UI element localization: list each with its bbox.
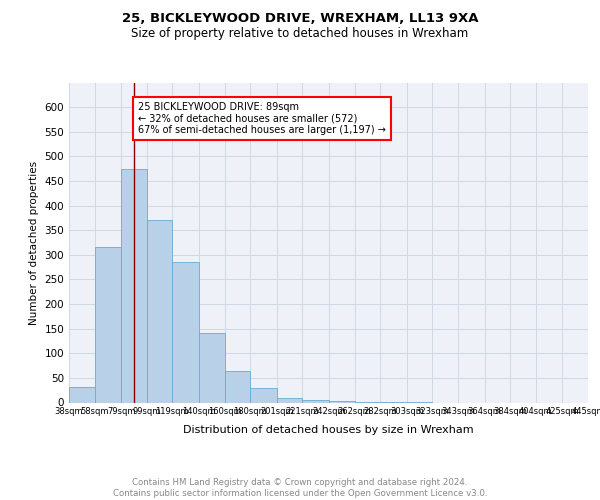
Bar	[302, 400, 329, 402]
Bar	[95, 247, 121, 402]
Bar	[224, 370, 250, 402]
Bar	[69, 386, 95, 402]
Bar	[121, 169, 147, 402]
X-axis label: Distribution of detached houses by size in Wrexham: Distribution of detached houses by size …	[183, 424, 474, 434]
Y-axis label: Number of detached properties: Number of detached properties	[29, 160, 39, 324]
Bar	[147, 220, 172, 402]
Bar	[172, 262, 199, 402]
Bar	[199, 332, 224, 402]
Text: 25 BICKLEYWOOD DRIVE: 89sqm
← 32% of detached houses are smaller (572)
67% of se: 25 BICKLEYWOOD DRIVE: 89sqm ← 32% of det…	[138, 102, 386, 136]
Bar	[277, 398, 302, 402]
Text: 25, BICKLEYWOOD DRIVE, WREXHAM, LL13 9XA: 25, BICKLEYWOOD DRIVE, WREXHAM, LL13 9XA	[122, 12, 478, 26]
Text: Size of property relative to detached houses in Wrexham: Size of property relative to detached ho…	[131, 28, 469, 40]
Text: Contains HM Land Registry data © Crown copyright and database right 2024.
Contai: Contains HM Land Registry data © Crown c…	[113, 478, 487, 498]
Bar	[250, 388, 277, 402]
Bar	[329, 401, 355, 402]
